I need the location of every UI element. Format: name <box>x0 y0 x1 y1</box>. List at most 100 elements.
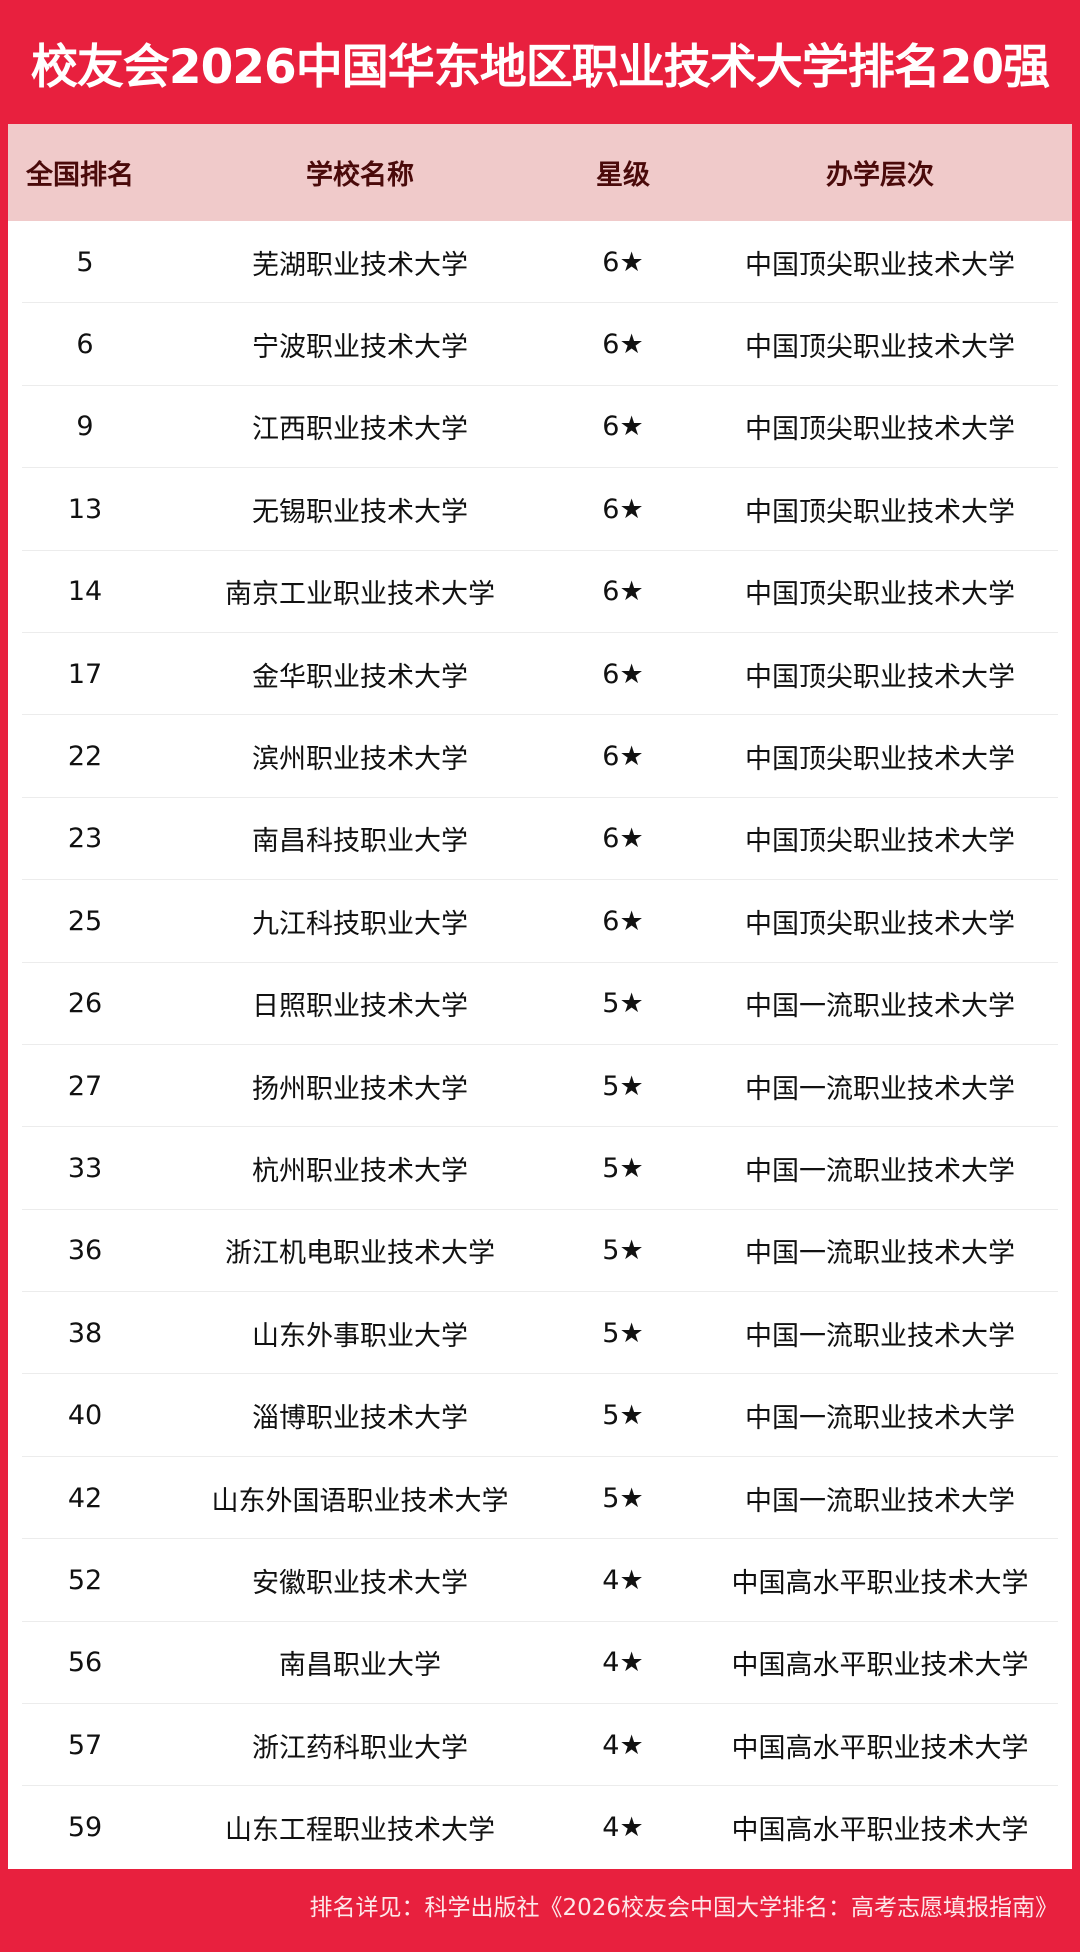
table-row: 6 宁波职业技术大学 6★ 中国顶尖职业技术大学 <box>8 303 1072 387</box>
cell-level: 中国一流职业技术大学 <box>745 1320 1015 1352</box>
cell-rank: 36 <box>67 1235 103 1267</box>
table-row: 13 无锡职业技术大学 6★ 中国顶尖职业技术大学 <box>8 468 1072 551</box>
cell-level: 中国高水平职业技术大学 <box>731 1815 1029 1847</box>
cell-school: 无锡职业技术大学 <box>252 496 468 528</box>
cell-stars: 6★ <box>602 329 644 361</box>
table-row: 56 南昌职业大学 4★ 中国高水平职业技术大学 <box>8 1622 1072 1705</box>
table-row: 59 山东工程职业技术大学 4★ 中国高水平职业技术大学 <box>8 1786 1072 1868</box>
header-stars: 星级 <box>596 160 650 191</box>
table-row: 42 山东外国语职业技术大学 5★ 中国一流职业技术大学 <box>8 1457 1072 1540</box>
source-note: 排名详见：科学出版社《2026校友会中国大学排名：高考志愿填报指南》 <box>309 1895 1058 1921</box>
cell-rank: 9 <box>76 411 94 443</box>
cell-stars: 6★ <box>602 493 644 525</box>
cell-level: 中国顶尖职业技术大学 <box>745 579 1015 611</box>
table-row: 57 浙江药科职业大学 4★ 中国高水平职业技术大学 <box>8 1704 1072 1787</box>
table-row: 14 南京工业职业技术大学 6★ 中国顶尖职业技术大学 <box>8 551 1072 634</box>
cell-school: 浙江机电职业技术大学 <box>225 1238 495 1270</box>
cell-level: 中国一流职业技术大学 <box>745 1238 1015 1270</box>
cell-level: 中国一流职业技术大学 <box>745 1155 1015 1187</box>
cell-level: 中国一流职业技术大学 <box>745 991 1015 1023</box>
table-row: 38 山东外事职业大学 5★ 中国一流职业技术大学 <box>8 1292 1072 1375</box>
cell-rank: 5 <box>76 246 94 278</box>
cell-stars: 6★ <box>602 576 644 608</box>
cell-school: 山东外事职业大学 <box>252 1320 468 1352</box>
cell-school: 南京工业职业技术大学 <box>225 579 495 611</box>
cell-stars: 5★ <box>602 1482 644 1514</box>
header-school: 学校名称 <box>306 160 414 191</box>
cell-rank: 13 <box>67 493 103 525</box>
cell-level: 中国顶尖职业技术大学 <box>745 744 1015 776</box>
cell-rank: 17 <box>67 658 103 690</box>
page-title: 校友会2026中国华东地区职业技术大学排名20强 <box>30 39 1050 95</box>
table-row: 36 浙江机电职业技术大学 5★ 中国一流职业技术大学 <box>8 1210 1072 1293</box>
cell-rank: 25 <box>67 905 103 937</box>
cell-level: 中国顶尖职业技术大学 <box>745 661 1015 693</box>
table-header: 全国排名 学校名称 星级 办学层次 <box>8 124 1072 221</box>
table-row: 23 南昌科技职业大学 6★ 中国顶尖职业技术大学 <box>8 798 1072 881</box>
cell-stars: 6★ <box>602 658 644 690</box>
table-row: 17 金华职业技术大学 6★ 中国顶尖职业技术大学 <box>8 633 1072 716</box>
cell-stars: 6★ <box>602 741 644 773</box>
cell-school: 芜湖职业技术大学 <box>252 249 468 281</box>
cell-stars: 5★ <box>602 1235 644 1267</box>
cell-stars: 6★ <box>602 823 644 855</box>
cell-rank: 14 <box>67 576 103 608</box>
cell-school: 淄博职业技术大学 <box>252 1403 468 1435</box>
cell-level: 中国顶尖职业技术大学 <box>745 908 1015 940</box>
cell-school: 南昌职业大学 <box>279 1650 441 1682</box>
cell-rank: 42 <box>67 1482 103 1514</box>
table-row: 52 安徽职业技术大学 4★ 中国高水平职业技术大学 <box>8 1539 1072 1623</box>
header-level: 办学层次 <box>826 160 934 191</box>
cell-school: 江西职业技术大学 <box>252 414 468 446</box>
cell-level: 中国高水平职业技术大学 <box>731 1567 1029 1599</box>
cell-school: 山东外国语职业技术大学 <box>211 1485 509 1517</box>
cell-stars: 5★ <box>602 1317 644 1349</box>
cell-level: 中国顶尖职业技术大学 <box>745 414 1015 446</box>
cell-level: 中国一流职业技术大学 <box>745 1485 1015 1517</box>
cell-school: 九江科技职业大学 <box>252 908 468 940</box>
cell-rank: 6 <box>76 329 94 361</box>
table-row: 40 淄博职业技术大学 5★ 中国一流职业技术大学 <box>8 1374 1072 1458</box>
cell-stars: 5★ <box>602 1070 644 1102</box>
cell-school: 滨州职业技术大学 <box>252 744 468 776</box>
cell-stars: 4★ <box>602 1729 644 1761</box>
header-rank: 全国排名 <box>26 160 134 191</box>
cell-school: 宁波职业技术大学 <box>252 332 468 364</box>
cell-school: 山东工程职业技术大学 <box>225 1815 495 1847</box>
cell-rank: 26 <box>67 988 103 1020</box>
cell-level: 中国高水平职业技术大学 <box>731 1650 1029 1682</box>
cell-level: 中国顶尖职业技术大学 <box>745 826 1015 858</box>
cell-rank: 52 <box>67 1564 103 1596</box>
cell-rank: 59 <box>67 1812 103 1844</box>
cell-level: 中国一流职业技术大学 <box>745 1073 1015 1105</box>
cell-stars: 4★ <box>602 1564 644 1596</box>
cell-stars: 5★ <box>602 988 644 1020</box>
cell-rank: 33 <box>67 1152 103 1184</box>
cell-rank: 56 <box>67 1647 103 1679</box>
cell-level: 中国顶尖职业技术大学 <box>745 332 1015 364</box>
cell-school: 扬州职业技术大学 <box>252 1073 468 1105</box>
table-row: 33 杭州职业技术大学 5★ 中国一流职业技术大学 <box>8 1127 1072 1211</box>
cell-level: 中国一流职业技术大学 <box>745 1403 1015 1435</box>
cell-level: 中国顶尖职业技术大学 <box>745 496 1015 528</box>
cell-school: 南昌科技职业大学 <box>252 826 468 858</box>
cell-school: 金华职业技术大学 <box>252 661 468 693</box>
ranking-table: 全国排名 学校名称 星级 办学层次 5 芜湖职业技术大学 6★ 中国顶尖职业技术大学 6… <box>8 124 1072 1869</box>
cell-level: 中国高水平职业技术大学 <box>731 1732 1029 1764</box>
cell-stars: 6★ <box>602 246 644 278</box>
table-row: 26 日照职业技术大学 5★ 中国一流职业技术大学 <box>8 963 1072 1046</box>
cell-school: 日照职业技术大学 <box>252 991 468 1023</box>
cell-rank: 23 <box>67 823 103 855</box>
table-row: 22 滨州职业技术大学 6★ 中国顶尖职业技术大学 <box>8 715 1072 799</box>
cell-rank: 57 <box>67 1729 103 1761</box>
cell-rank: 27 <box>67 1070 103 1102</box>
cell-stars: 6★ <box>602 411 644 443</box>
table-row: 9 江西职业技术大学 6★ 中国顶尖职业技术大学 <box>8 386 1072 469</box>
table-body: 5 芜湖职业技术大学 6★ 中国顶尖职业技术大学 6 宁波职业技术大学 6★ 中国顶尖职业技术… <box>8 221 1072 1869</box>
cell-stars: 4★ <box>602 1812 644 1844</box>
cell-stars: 4★ <box>602 1647 644 1679</box>
cell-stars: 5★ <box>602 1400 644 1432</box>
cell-level: 中国顶尖职业技术大学 <box>745 249 1015 281</box>
cell-rank: 22 <box>67 741 103 773</box>
cell-school: 安徽职业技术大学 <box>252 1567 468 1599</box>
